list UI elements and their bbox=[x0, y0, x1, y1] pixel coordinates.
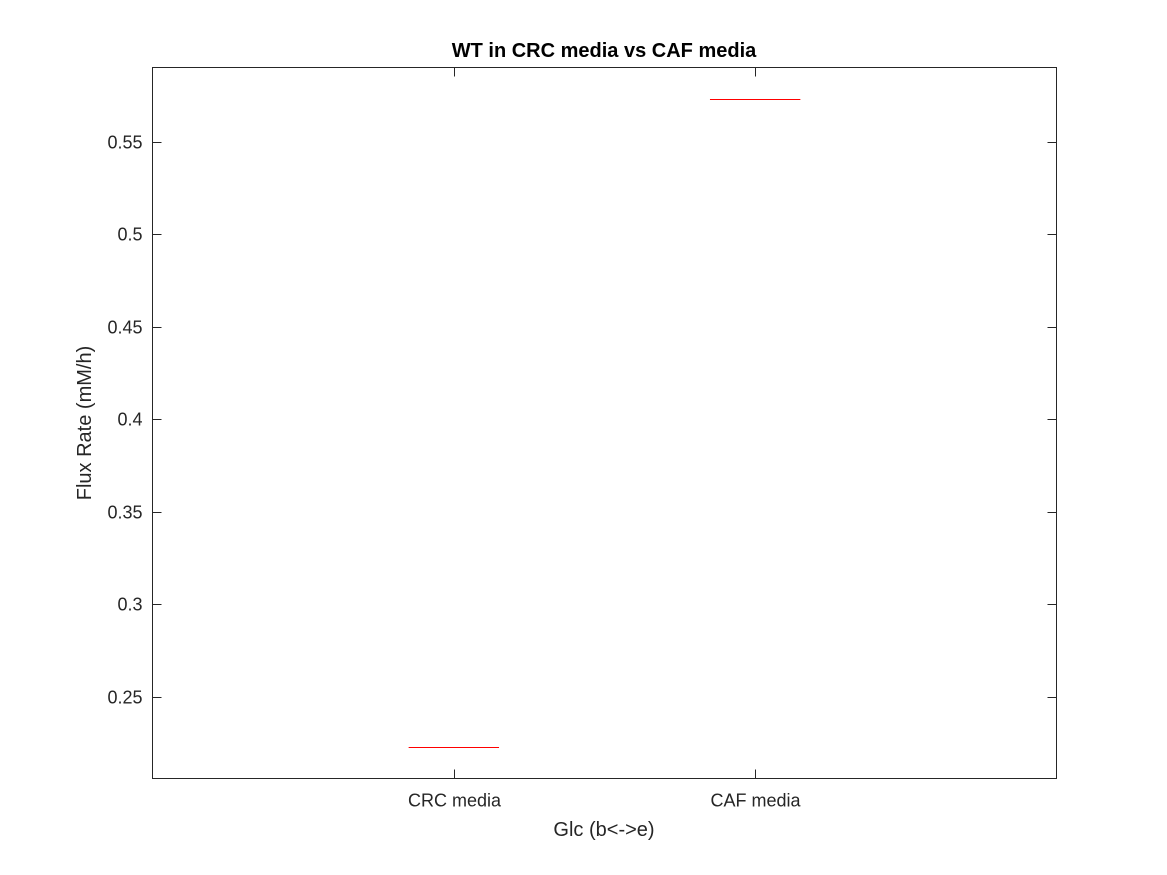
x-axis: CRC media CAF media bbox=[408, 67, 802, 811]
y-tick-label: 0.3 bbox=[117, 595, 142, 615]
y-axis-label: Flux Rate (mM/h) bbox=[74, 346, 96, 500]
y-axis: 0.25 0.3 0.35 0.4 0.45 0.5 0.55 bbox=[107, 133, 1057, 708]
x-tick-label: CRC media bbox=[408, 791, 502, 811]
y-tick-label: 0.55 bbox=[107, 133, 142, 153]
plot-area bbox=[152, 67, 1057, 779]
y-tick-label: 0.25 bbox=[107, 688, 142, 708]
chart-title: WT in CRC media vs CAF media bbox=[452, 40, 757, 62]
y-tick-label: 0.4 bbox=[117, 410, 142, 430]
x-tick-label: CAF media bbox=[710, 791, 801, 811]
data-marks bbox=[408, 99, 801, 748]
y-tick-label: 0.45 bbox=[107, 318, 142, 338]
y-tick-label: 0.35 bbox=[107, 503, 142, 523]
y-tick-label: 0.5 bbox=[117, 225, 142, 245]
x-axis-label: Glc (b<->e) bbox=[553, 819, 654, 841]
